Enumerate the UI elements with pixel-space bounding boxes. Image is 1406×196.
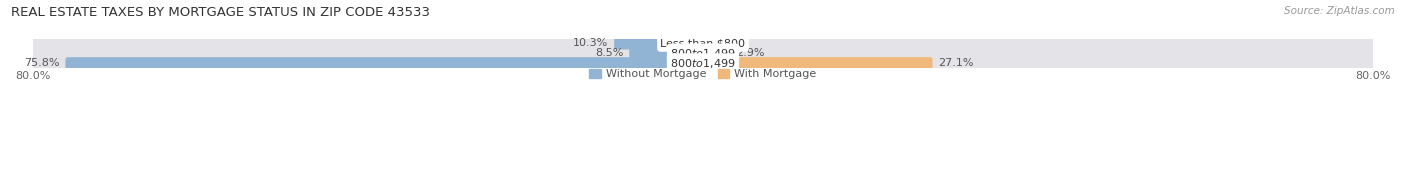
FancyBboxPatch shape [614, 37, 706, 49]
Text: 75.8%: 75.8% [24, 58, 59, 68]
Text: 0.0%: 0.0% [711, 38, 740, 48]
Text: Less than $800: Less than $800 [661, 38, 745, 48]
Text: 8.5%: 8.5% [595, 48, 623, 58]
FancyBboxPatch shape [32, 45, 1374, 61]
FancyBboxPatch shape [32, 55, 1374, 71]
FancyBboxPatch shape [65, 57, 706, 69]
Text: $800 to $1,499: $800 to $1,499 [671, 47, 735, 60]
FancyBboxPatch shape [32, 35, 1374, 51]
Text: $800 to $1,499: $800 to $1,499 [671, 57, 735, 70]
Text: 2.9%: 2.9% [735, 48, 765, 58]
Legend: Without Mortgage, With Mortgage: Without Mortgage, With Mortgage [585, 64, 821, 84]
FancyBboxPatch shape [700, 47, 730, 59]
Text: 10.3%: 10.3% [574, 38, 609, 48]
FancyBboxPatch shape [630, 47, 706, 59]
Text: Source: ZipAtlas.com: Source: ZipAtlas.com [1284, 6, 1395, 16]
Text: REAL ESTATE TAXES BY MORTGAGE STATUS IN ZIP CODE 43533: REAL ESTATE TAXES BY MORTGAGE STATUS IN … [11, 6, 430, 19]
Text: 27.1%: 27.1% [938, 58, 974, 68]
FancyBboxPatch shape [700, 57, 932, 69]
